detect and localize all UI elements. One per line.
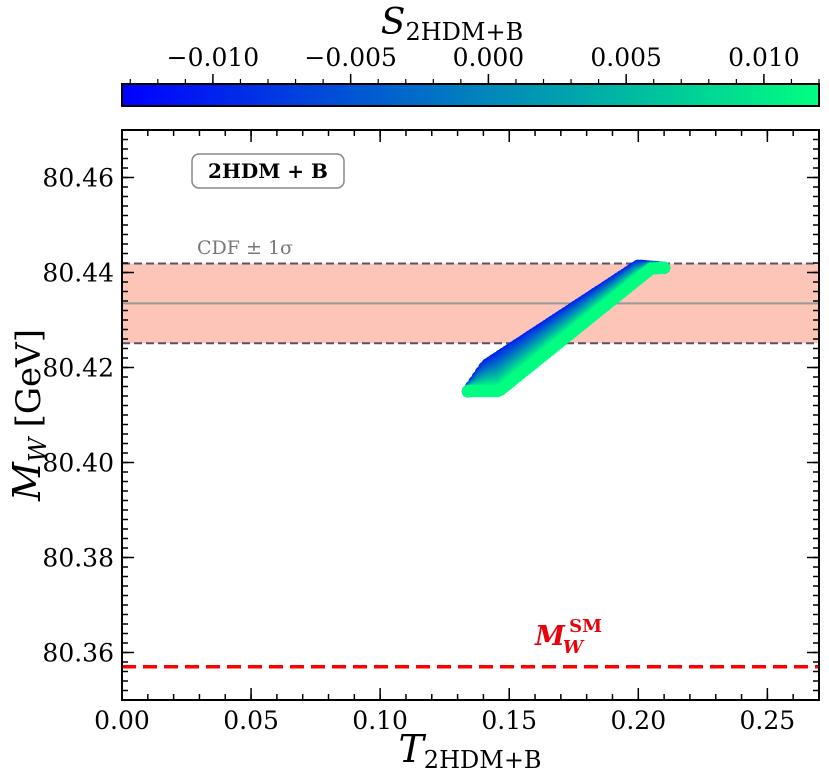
model-annotation: 2HDM + B	[208, 159, 328, 183]
scatter-points	[461, 259, 671, 398]
colorbar-label-main: S	[381, 2, 406, 43]
x-axis-label-sub: 2HDM+B	[424, 746, 542, 774]
sm-label-sup: SM	[569, 616, 602, 637]
y-tick-label: 80.44	[42, 259, 114, 288]
x-tick-label: 0.15	[481, 706, 537, 735]
axis-ticks: 0.00 0.05 0.10 0.15 0.20 0.25 80.36 80.38 80.40 8…	[42, 129, 820, 735]
colorbar-tick-label: −0.010	[167, 43, 260, 72]
scatter-point	[658, 261, 671, 274]
colorbar-tick-label: 0.000	[453, 43, 525, 72]
colorbar-tick-label: 0.005	[590, 43, 662, 72]
sm-label-sub: W	[563, 637, 585, 658]
colorbar-label-sub: 2HDM+B	[405, 18, 523, 46]
y-axis-label-main: M	[5, 461, 49, 502]
model-annotation-box	[191, 153, 345, 189]
sm-label: MWSM	[534, 616, 602, 658]
colorbar	[121, 83, 820, 107]
y-axis-label-unit: [GeV]	[9, 329, 49, 427]
colorbar-tick-label: −0.005	[304, 43, 397, 72]
y-axis-label: MW [GeV]	[5, 329, 52, 502]
colorbar-label: S2HDM+B	[381, 2, 523, 46]
x-tick-label: 0.25	[740, 706, 796, 735]
x-tick-label: 0.00	[94, 706, 150, 735]
x-tick-label: 0.05	[223, 706, 279, 735]
y-axis-label-sub: W	[24, 435, 52, 462]
y-tick-label: 80.38	[42, 544, 114, 573]
y-tick-label: 80.42	[42, 354, 114, 383]
x-tick-label: 0.10	[352, 706, 408, 735]
cdf-band-label: CDF ± 1σ	[197, 237, 293, 259]
x-axis-label: T2HDM+B	[398, 727, 541, 774]
x-axis-label-main: T	[398, 727, 426, 771]
plot-frame	[121, 129, 820, 701]
colorbar-ticks: −0.010 −0.005 0.000 0.005 0.010	[129, 43, 820, 84]
colorbar-tick-label: 0.010	[728, 43, 800, 72]
y-tick-label: 80.40	[42, 449, 114, 478]
x-tick-label: 0.20	[610, 706, 666, 735]
y-tick-label: 80.36	[42, 639, 114, 668]
y-tick-label: 80.46	[42, 164, 114, 193]
sm-label-main: M	[534, 621, 566, 652]
